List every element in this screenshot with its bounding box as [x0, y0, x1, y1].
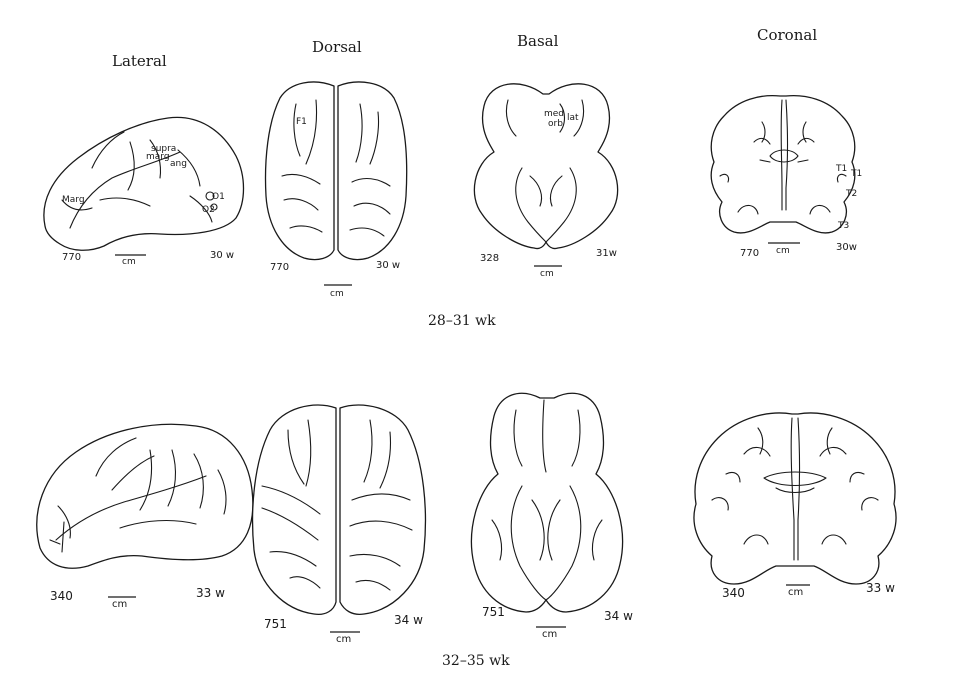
row1-lateral-specimen: 770 [62, 252, 81, 263]
row2-coronal-specimen: 340 [722, 586, 745, 600]
row1-coronal-label-T3: T3 [837, 221, 849, 231]
row2-lateral-brain [36, 423, 254, 569]
row1-lateral-label-supra: supra [151, 144, 176, 154]
row1-basal-label-med: med [544, 109, 564, 119]
title-basal: Basal [517, 32, 559, 50]
row2-basal-scale-label: cm [542, 629, 557, 640]
row2-coronal-section [693, 412, 897, 585]
row1-lateral-brain [43, 116, 245, 251]
row2-basal-age: 34 w [604, 609, 633, 623]
row1-basal-age: 31w [596, 248, 617, 259]
row1-coronal-age: 30w [836, 242, 857, 253]
row1-coronal-label-T2: T2 [845, 189, 857, 199]
row1-dorsal-specimen: 770 [270, 262, 289, 273]
row1-basal-label-lat: lat [567, 113, 579, 123]
row1-lateral-label-O2: O2 [202, 205, 215, 215]
row1-basal-label-orb: orb [548, 119, 563, 129]
row1-basal-brain [473, 83, 619, 250]
row2-basal-brain [470, 392, 624, 613]
row2-lateral-scale-label: cm [112, 599, 127, 610]
row1-coronal-label-T1a: T1 [835, 164, 847, 174]
row2-basal-specimen: 751 [482, 605, 505, 619]
row1-basal-scale-label: cm [540, 269, 554, 279]
row2-dorsal-age: 34 w [394, 613, 423, 627]
row1-lateral-label-Marg: Marg [62, 195, 85, 205]
row1-coronal-scale-label: cm [776, 246, 790, 256]
row1-lateral-scale-label: cm [122, 257, 136, 267]
row1-lateral-label-marg: marg [146, 152, 170, 162]
row1-coronal-specimen: 770 [740, 248, 759, 259]
row1-coronal-label-T1b: T1 [850, 169, 862, 179]
row2-lateral-age: 33 w [196, 586, 225, 600]
row1-coronal-section [710, 94, 856, 234]
row2-lateral-specimen: 340 [50, 589, 73, 603]
row2-dorsal-scale-label: cm [336, 634, 351, 645]
title-dorsal: Dorsal [312, 38, 362, 56]
row1-basal-specimen: 328 [480, 253, 499, 264]
row1-age-range: 28–31 wk [428, 313, 496, 329]
row1-lateral-age: 30 w [210, 250, 234, 261]
row2-coronal-age: 33 w [866, 581, 895, 595]
row1-dorsal-age: 30 w [376, 260, 400, 271]
row2-dorsal-brain [251, 404, 427, 616]
row2-age-range: 32–35 wk [442, 653, 510, 669]
row1-lateral-label-ang: ang [170, 159, 187, 169]
row1-dorsal-label-F1: F1 [296, 117, 307, 127]
row2-coronal-scale-label: cm [788, 587, 803, 598]
row1-lateral-label-O1: O1 [212, 192, 225, 202]
row1-dorsal-scale-label: cm [330, 289, 344, 299]
row2-dorsal-specimen: 751 [264, 617, 287, 631]
title-coronal: Coronal [757, 26, 817, 44]
title-lateral: Lateral [112, 52, 167, 70]
row1-dorsal-brain [264, 81, 408, 261]
